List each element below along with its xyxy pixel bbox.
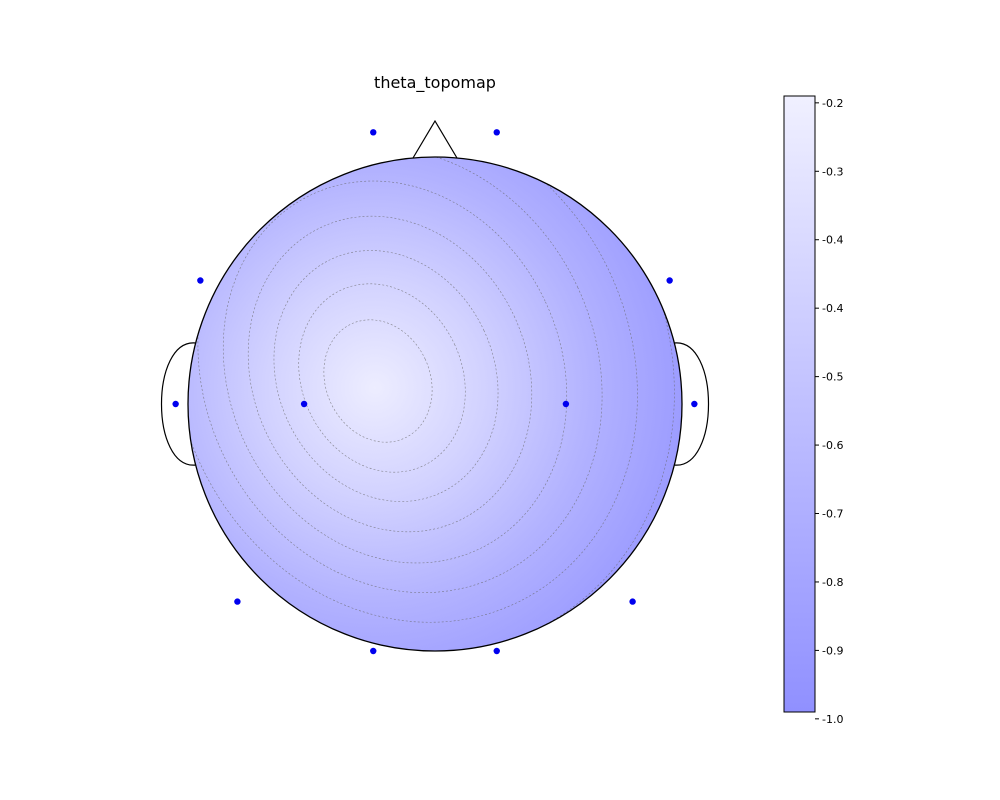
contour-lines: [188, 157, 682, 651]
colorbar-tick-label: -0.2: [822, 97, 843, 110]
right-ear-outline: [673, 342, 709, 466]
colorbar: -0.2 -0.3 -0.4 -0.4 -0.5 -0.6 -0.7 -0.8 -0.9 -1.0: [783, 95, 843, 726]
colorbar-tick-label: -0.8: [822, 576, 843, 589]
sensor-markers: [172, 129, 698, 655]
colorbar-tick-label: -0.4: [822, 234, 843, 247]
sensor-1: [370, 129, 377, 136]
nose-outline: [412, 119, 458, 159]
colorbar-tick-label: -0.5: [822, 371, 843, 384]
contour-line: [247, 215, 533, 533]
contour-line: [298, 283, 466, 473]
topomap-field: [188, 157, 682, 651]
contour-line: [323, 319, 433, 443]
sensor-6: [300, 400, 308, 408]
colorbar-ticks: -0.2 -0.3 -0.4 -0.4 -0.5 -0.6 -0.7 -0.8 -0.9 -1.0: [815, 97, 843, 726]
colorbar-tick-label: -0.6: [822, 439, 843, 452]
left-ear-outline: [161, 342, 197, 466]
sensor-3: [197, 277, 204, 284]
head-outline: [187, 156, 683, 652]
sensor-7: [562, 400, 570, 408]
colorbar-tick-label: -0.7: [822, 508, 843, 521]
sensor-12: [493, 647, 500, 655]
sensor-10: [629, 598, 636, 605]
sensor-11: [370, 647, 377, 655]
contour-line: [188, 157, 638, 623]
sensor-2: [493, 129, 500, 136]
contour-line: [273, 250, 499, 502]
sensor-4: [666, 277, 673, 284]
contour-line: [222, 180, 568, 564]
sensor-8: [691, 400, 698, 408]
colorbar-tick-label: -0.9: [822, 644, 843, 657]
sensor-9: [234, 598, 241, 605]
colorbar-tick-label: -0.3: [822, 165, 843, 178]
colorbar-gradient: [783, 95, 816, 713]
sensor-5: [172, 400, 179, 408]
chart-title: theta_topomap: [374, 73, 496, 93]
colorbar-tick-label: -1.0: [822, 713, 843, 726]
colorbar-tick-label: -0.4: [822, 302, 843, 315]
